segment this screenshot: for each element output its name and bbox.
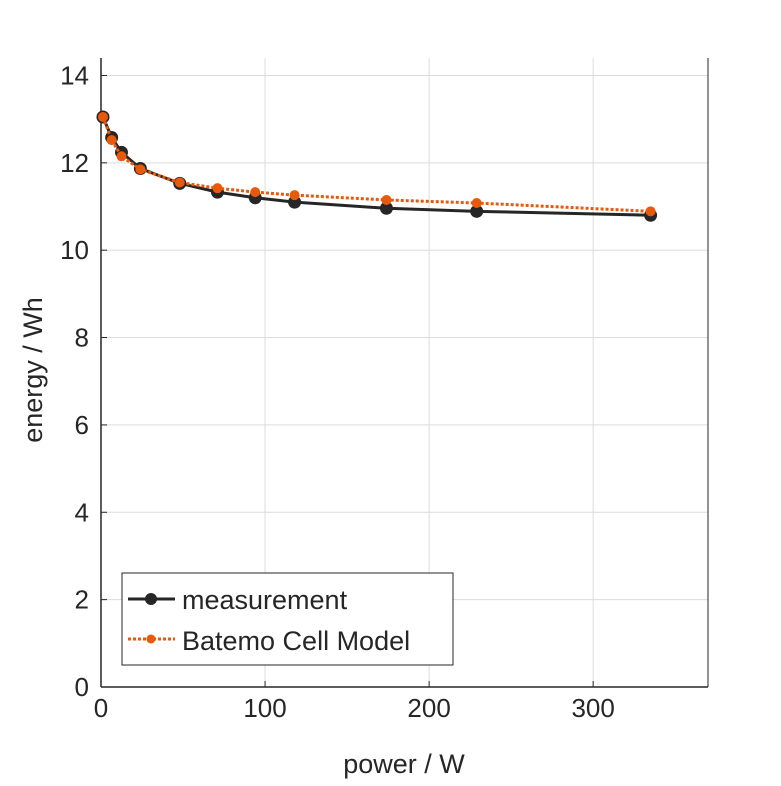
axes [100,58,709,688]
data-point-model [174,177,185,188]
y-tick-label: 2 [75,585,89,615]
data-point-model [250,187,261,198]
y-tick-label: 10 [60,235,89,265]
series-line-model [101,116,651,213]
data-point-measurement [470,204,484,218]
y-tick-label: 8 [75,323,89,353]
legend-label-model: Batemo Cell Model [182,626,410,656]
legend-box [121,572,454,666]
y-tick-label: 6 [75,410,89,440]
data-point-model [289,190,300,201]
y-tick-label: 0 [75,672,89,702]
legend-marker-model [146,634,156,644]
y-axis-label: energy / Wh [18,297,48,443]
legend-marker-measurement [145,593,157,605]
tick-labels: 0 100 200 300 0 2 4 6 8 10 12 14 [60,60,615,723]
x-tick-label: 0 [94,693,108,723]
data-point-model [97,111,108,122]
data-point-model [106,135,117,146]
data-point-model [116,151,127,162]
y-tick-label: 4 [75,497,89,527]
y-tick-label: 14 [60,60,89,90]
x-tick-label: 300 [571,693,614,723]
data-point-model [381,194,392,205]
legend-label-measurement: measurement [182,585,348,615]
data-point-model [212,183,223,194]
data-point-model [135,164,146,175]
y-tick-label: 12 [60,148,89,178]
series-group [96,110,658,222]
x-tick-label: 100 [243,693,286,723]
legend: measurement Batemo Cell Model [121,572,454,666]
x-tick-label: 200 [407,693,450,723]
data-point-model [471,198,482,209]
data-point-measurement [379,201,393,215]
x-axis-label: power / W [343,749,465,779]
data-point-model [645,206,656,217]
